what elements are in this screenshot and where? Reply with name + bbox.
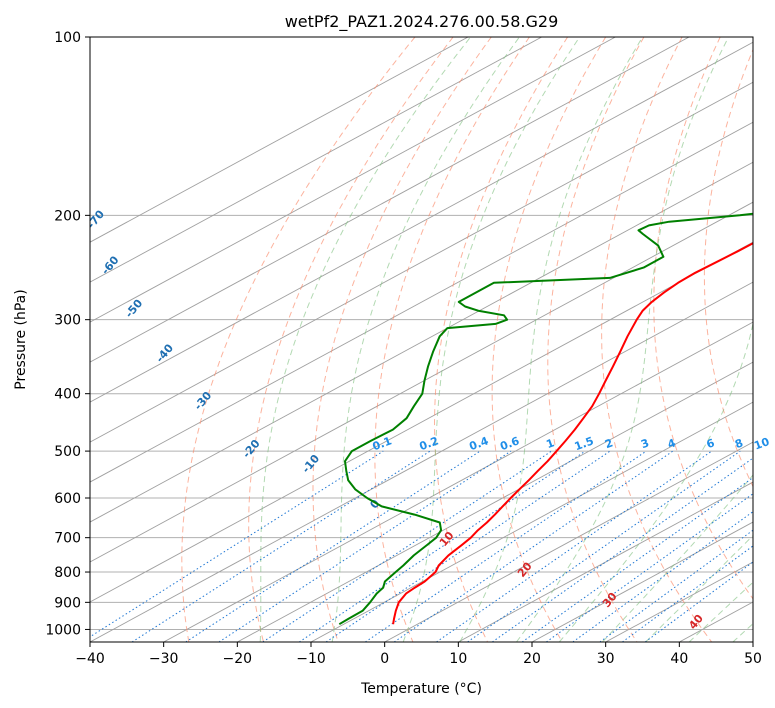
- moist-adiabat-line: [558, 321, 753, 642]
- mixing-ratio-label: 0.2: [418, 434, 441, 453]
- moist-adiabat-line: [402, 37, 581, 642]
- moist-adiabat-line: [259, 37, 471, 642]
- x-tick-label: −20: [223, 651, 253, 667]
- y-tick-label: 500: [54, 444, 81, 460]
- mixing-ratio-label: 6: [705, 436, 717, 451]
- mixing-ratio-line: [185, 450, 481, 642]
- x-tick-label: 0: [380, 651, 389, 667]
- mixing-ratio-line: [365, 450, 647, 642]
- moist-adiabat-line: [688, 581, 753, 642]
- isotherm-line: [310, 401, 753, 642]
- mixing-ratio-label: 8: [733, 436, 745, 451]
- mixing-ratio-label: 0.6: [498, 434, 521, 453]
- dry-adiabat-line: [547, 37, 645, 642]
- dry-adiabat-line: [653, 37, 753, 600]
- mixing-ratio-line: [644, 561, 753, 642]
- isotherm-line: [384, 441, 753, 642]
- isotherm-line: [90, 37, 616, 323]
- mixing-ratio-label: 0.4: [468, 434, 491, 453]
- y-tick-label: 400: [54, 387, 81, 403]
- dry-adiabat-line: [248, 37, 454, 642]
- isotherm-line: [90, 281, 753, 642]
- isotherm-line: [90, 161, 753, 523]
- y-axis-label: Pressure (hPa): [13, 289, 29, 389]
- x-tick-label: 10: [449, 651, 467, 667]
- isotherm-line: [90, 37, 690, 363]
- mixing-ratio-line: [622, 545, 753, 642]
- moist-adiabat-line: [516, 37, 729, 642]
- x-tick-label: −40: [75, 651, 105, 667]
- x-tick-label: 40: [670, 651, 688, 667]
- dry-adiabat-line: [433, 37, 569, 642]
- mixing-ratio-line: [393, 450, 674, 642]
- y-tick-label: 900: [54, 595, 81, 611]
- dry-adiabat-line: [703, 48, 753, 488]
- temperature-profile-line: [392, 242, 753, 625]
- mixing-ratio-label: 0.1: [371, 434, 394, 453]
- x-tick-label: −10: [296, 651, 326, 667]
- y-tick-label: 700: [54, 531, 81, 547]
- isotherm-line: [90, 37, 542, 283]
- isotherm-line: [90, 81, 753, 443]
- isotherm-line: [90, 121, 753, 483]
- mixing-ratio-label: 3: [639, 436, 651, 451]
- mixing-ratio-label: 1.5: [573, 434, 596, 453]
- mixing-ratio-label: 10: [752, 435, 771, 453]
- isotherm-line: [90, 41, 753, 403]
- x-tick-label: 30: [597, 651, 615, 667]
- x-tick-label: 50: [744, 651, 762, 667]
- dry-adiabat-line: [374, 37, 530, 642]
- isotherm-line: [90, 241, 753, 603]
- y-tick-label: 200: [54, 208, 81, 224]
- dry-adiabat-line: [181, 37, 416, 642]
- y-tick-label: 1000: [45, 622, 81, 638]
- isotherm-line: [163, 321, 753, 642]
- mixing-ratio-line: [491, 457, 753, 642]
- isotherm-line: [90, 37, 469, 243]
- dry-adiabat-line: [312, 37, 492, 642]
- profile-series: [338, 212, 753, 626]
- dewpoint-profile-line: [338, 212, 753, 626]
- isotherm-line: [458, 481, 753, 642]
- mixing-ratio-line: [131, 450, 431, 642]
- y-tick-label: 100: [54, 30, 81, 46]
- mixing-ratio-label: 1: [545, 436, 557, 451]
- isotherm-line: [531, 521, 753, 642]
- mixing-ratio-line: [298, 450, 586, 642]
- chart-title: wetPf2_PAZ1.2024.276.00.58.G29: [285, 12, 559, 32]
- x-tick-label: 20: [523, 651, 541, 667]
- mixing-ratio-line: [262, 450, 552, 642]
- mixing-ratio-label: 4: [666, 436, 678, 451]
- mixing-ratio-line: [521, 477, 753, 642]
- x-axis-label: Temperature (°C): [360, 681, 482, 697]
- plot-frame: [89, 36, 754, 643]
- x-tick-label: −30: [149, 651, 179, 667]
- axis-ticks: −40 −30 −20 −10 0 10 20 30 40 50 1000 900 800 700 600 5…: [45, 30, 762, 667]
- isotherm-line: [90, 201, 753, 563]
- moist-adiabat-line: [331, 37, 520, 642]
- dry-adiabat-line: [491, 37, 607, 642]
- mixing-ratio-label: 2: [603, 436, 615, 451]
- y-tick-label: 800: [54, 565, 81, 581]
- y-tick-label: 600: [54, 491, 81, 507]
- mixing-ratio-line: [467, 450, 741, 642]
- y-tick-label: 300: [54, 313, 81, 329]
- mixing-ratio-line: [90, 450, 384, 638]
- background-lines: [90, 37, 753, 642]
- dry-adiabat-line: [601, 37, 713, 642]
- mixing-ratio-line: [325, 450, 611, 642]
- isotherm-line: [237, 361, 753, 642]
